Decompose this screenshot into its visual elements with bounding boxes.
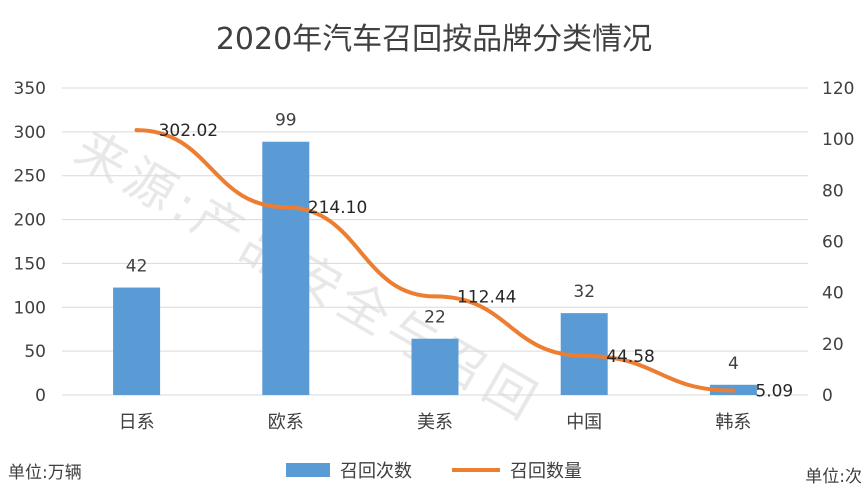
left-unit-label: 单位:万辆 (8, 463, 82, 483)
x-axis-tick-label: 美系 (417, 412, 453, 433)
bar (411, 338, 459, 395)
left-axis-tick-label: 350 (14, 79, 46, 99)
left-axis-tick-label: 150 (14, 254, 46, 274)
left-axis-tick-label: 300 (14, 123, 46, 143)
right-axis-tick-label: 0 (822, 386, 833, 406)
x-axis-tick-label: 欧系 (268, 412, 304, 433)
line-value-label: 112.44 (457, 287, 516, 307)
bar-value-label: 99 (275, 111, 297, 131)
line-point (283, 205, 288, 210)
line-value-label: 214.10 (308, 198, 367, 218)
legend-label-bars: 召回次数 (340, 461, 412, 482)
line-point (433, 294, 437, 299)
left-axis-tick-label: 200 (14, 211, 46, 231)
bar-value-label: 22 (424, 308, 446, 328)
line-point (582, 353, 587, 358)
right-axis-tick-label: 60 (822, 233, 844, 253)
bar (113, 287, 161, 395)
right-axis-tick-label: 20 (822, 335, 844, 355)
right-axis-tick-label: 120 (822, 79, 854, 99)
bar-value-label: 4 (728, 354, 739, 374)
chart-title: 2020年汽车召回按品牌分类情况 (215, 22, 653, 57)
x-axis-tick-label: 韩系 (715, 412, 751, 433)
line-value-label: 44.58 (606, 347, 655, 367)
right-unit-label: 单位:次 (805, 467, 862, 487)
legend-swatch-bars (286, 463, 330, 477)
left-axis-tick-label: 50 (24, 342, 46, 362)
left-axis-tick-label: 0 (35, 386, 46, 406)
bar-value-label: 42 (126, 257, 148, 277)
right-axis-tick-label: 100 (822, 130, 854, 150)
line-value-label: 5.09 (755, 382, 793, 402)
line-point (134, 128, 139, 133)
x-axis-tick-label: 日系 (119, 412, 155, 433)
line-value-label: 302.02 (159, 121, 218, 141)
right-axis-tick-label: 40 (822, 284, 844, 304)
left-axis-tick-label: 250 (14, 167, 46, 187)
bar-value-label: 32 (573, 282, 595, 302)
line-series (134, 128, 736, 393)
left-axis-tick-label: 100 (14, 298, 46, 318)
line-point (731, 388, 736, 393)
bar (262, 141, 310, 395)
x-axis-tick-label: 中国 (566, 412, 602, 433)
legend-label-line: 召回数量 (510, 461, 582, 482)
right-axis-tick-label: 80 (822, 181, 844, 201)
